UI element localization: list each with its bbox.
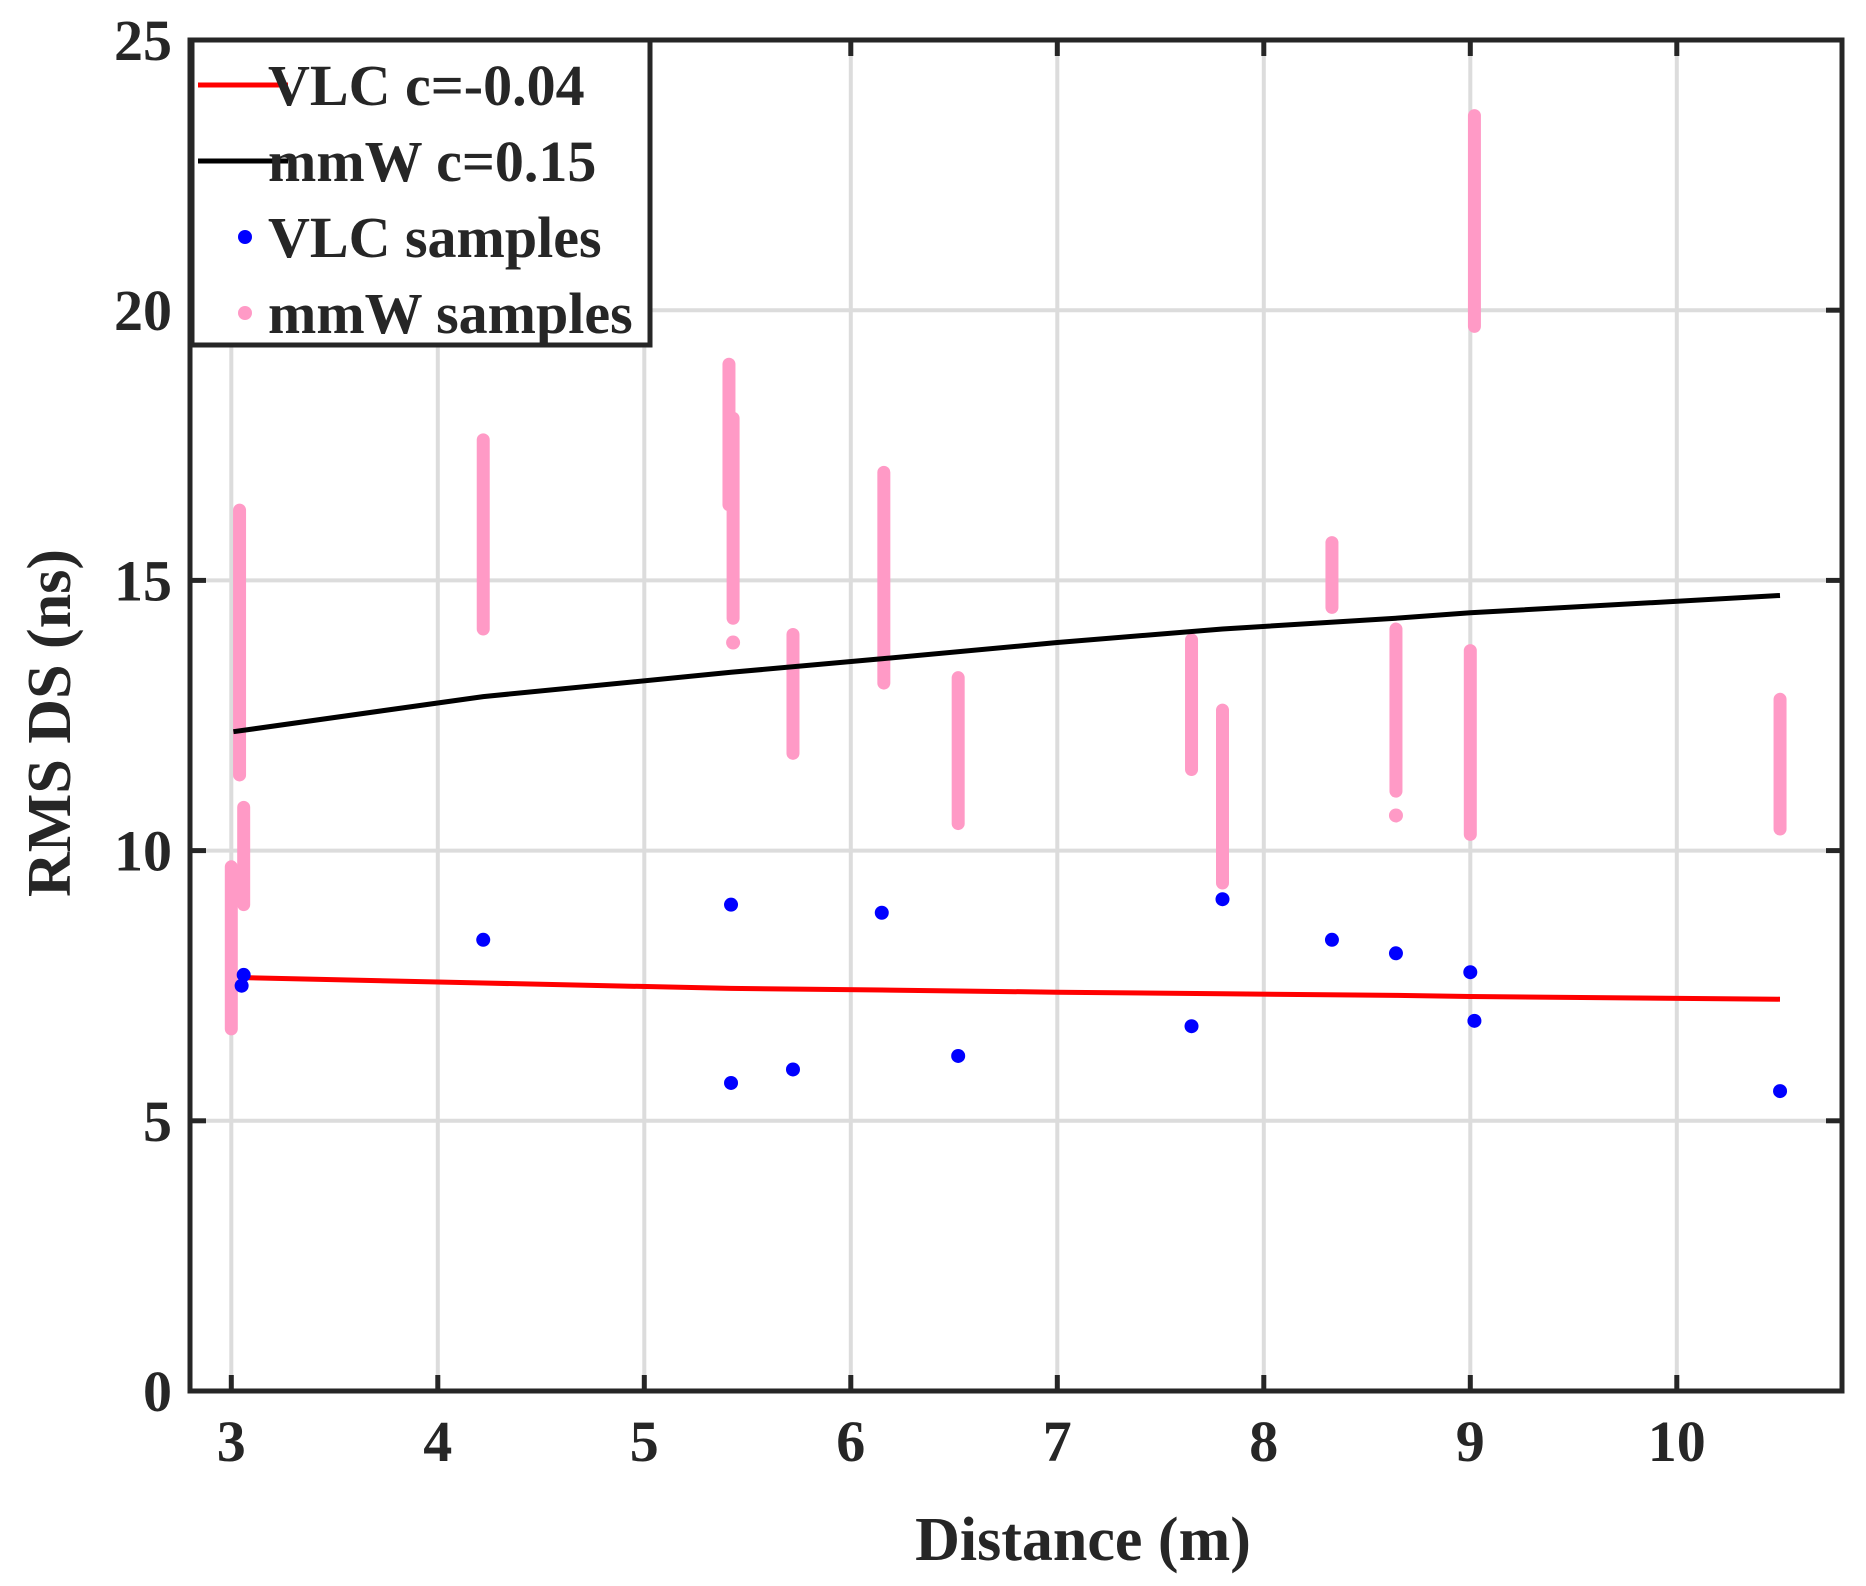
data-layer [224, 109, 1788, 1099]
x-tick-label: 8 [1249, 1409, 1278, 1474]
x-tick-label: 7 [1043, 1409, 1072, 1474]
x-tick-label: 5 [630, 1409, 659, 1474]
y-tick-label: 0 [143, 1359, 172, 1424]
legend-label: VLC c=-0.04 [268, 53, 585, 118]
vlc-sample-point [724, 1075, 739, 1090]
vlc-fit-line [241, 975, 1781, 1002]
x-tick-label: 4 [423, 1409, 452, 1474]
y-tick-label: 20 [114, 278, 172, 343]
vlc-sample-point [236, 967, 251, 982]
y-tick-label: 15 [114, 548, 172, 613]
x-axis-label: Distance (m) [915, 1506, 1251, 1574]
vlc-sample-point [1467, 1013, 1482, 1028]
x-tick-label: 3 [217, 1409, 246, 1474]
axes: 3 4 5 6 7 8 9 10 0 5 10 15 20 25 [114, 8, 1845, 1474]
legend-label: mmW c=0.15 [268, 129, 596, 194]
vlc-sample-point [1215, 892, 1230, 907]
vlc-sample-point [951, 1048, 966, 1063]
x-tick-label: 10 [1648, 1409, 1706, 1474]
y-tick-label: 25 [114, 8, 172, 73]
vlc-sample-point [724, 897, 739, 912]
legend-label: mmW samples [268, 281, 633, 346]
mmw-sample-point [1388, 808, 1403, 823]
legend-box [189, 37, 653, 348]
vlc-sample-point [1773, 1084, 1788, 1099]
vlc-sample-point [1388, 946, 1403, 961]
axes-frame [187, 37, 1845, 1394]
vlc-sample-point [1184, 1019, 1199, 1034]
x-tick-label: 9 [1456, 1409, 1485, 1474]
vlc-sample-point [1463, 965, 1478, 980]
legend: VLC c=-0.04 mmW c=0.15 VLC samples mmW samp… [189, 37, 653, 348]
mmw-fit-line [233, 593, 1781, 735]
vlc-sample-point [785, 1062, 800, 1077]
vlc-sample-point [476, 932, 491, 947]
vlc-sample-point [874, 905, 889, 920]
x-tick-label: 6 [836, 1409, 865, 1474]
vlc-sample-point [1324, 932, 1339, 947]
legend-label: VLC samples [268, 205, 602, 270]
y-axis-label: RMS DS (ns) [16, 549, 84, 897]
y-tick-label: 10 [114, 819, 172, 884]
mmw-sample-point [726, 635, 741, 650]
vlc-sample-point [234, 978, 249, 993]
y-tick-label: 5 [143, 1089, 172, 1154]
legend-swatch-vlc-samples [238, 230, 252, 244]
legend-swatch-mmw-samples [238, 306, 252, 320]
